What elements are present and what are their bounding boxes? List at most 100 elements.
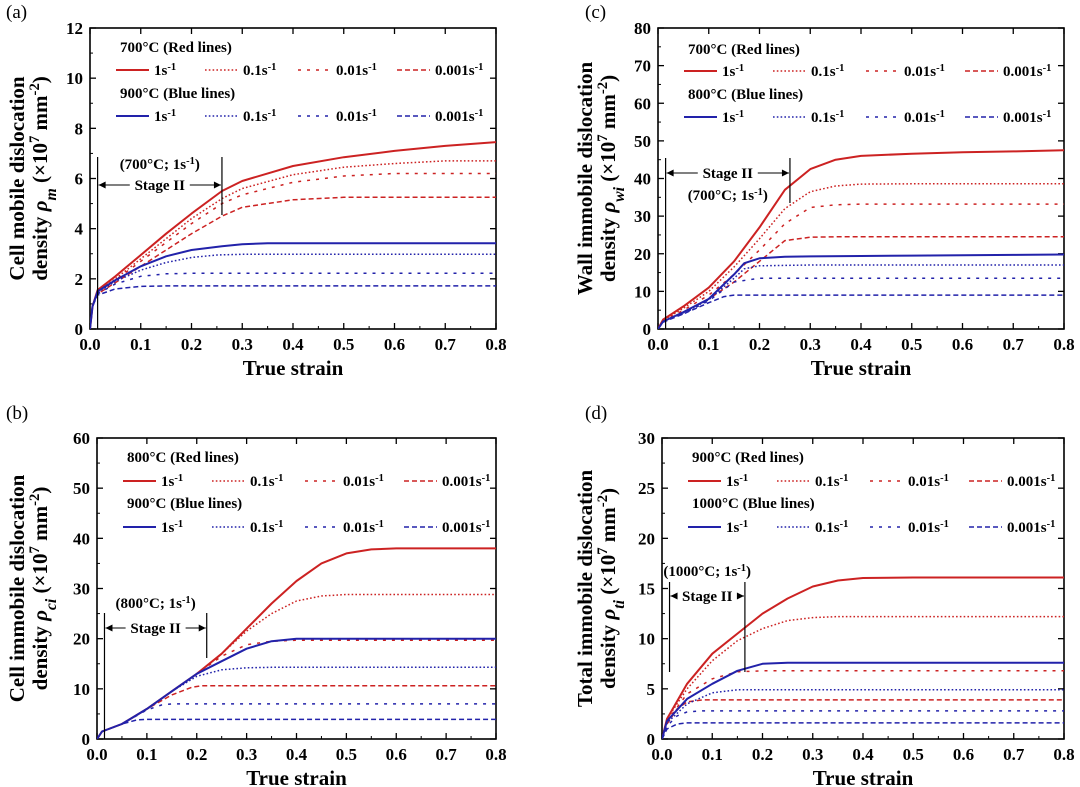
- series-line-blue-dash-sparse: [90, 272, 496, 329]
- legend-title-red: 900°C (Red lines): [692, 450, 804, 466]
- x-tick-label: 0.7: [1003, 335, 1025, 354]
- x-tick-label: 0.4: [852, 745, 874, 764]
- panel-label: (d): [585, 403, 607, 424]
- arrowhead-left: [98, 181, 106, 189]
- x-tick-label: 0.5: [333, 335, 354, 354]
- legend-rate-label: 0.001s-1: [435, 62, 483, 80]
- stage-annotation: Stage II (700°C; 1s-1): [97, 156, 223, 329]
- x-tick-label: 0.0: [79, 335, 100, 354]
- x-tick-label: 0.1: [136, 745, 157, 764]
- stage-condition: (1000°C; 1s-1): [663, 563, 751, 581]
- stage-label: Stage II: [135, 178, 186, 194]
- y-tick-label: 10: [634, 282, 651, 301]
- chart-panel-c: (c) 0.0 0.1 0.2 0.3 0.4 0.5 0.6 0.7 0.8 0 10 20 30 40 5…: [573, 2, 1075, 380]
- stage-label: Stage II: [703, 166, 754, 182]
- y-axis-label-line2: density ρwi (×107 mm-2): [595, 75, 628, 282]
- series-line-red-dot: [658, 183, 1064, 329]
- series-line-blue-dot: [97, 666, 496, 739]
- x-tick-label: 0.4: [286, 745, 308, 764]
- y-tick-label: 30: [73, 580, 90, 599]
- y-tick-label: 10: [73, 680, 90, 699]
- arrowhead-left: [666, 169, 674, 177]
- chart-panel-b: (b) 0.0 0.1 0.2 0.3 0.4 0.5 0.6 0.7 0.8 0 10 20 30 40 5…: [5, 403, 507, 787]
- y-tick-label: 40: [634, 170, 651, 189]
- x-tick-label: 0.3: [232, 335, 253, 354]
- x-tick-label: 0.6: [386, 745, 407, 764]
- x-tick-label: 0.3: [802, 745, 823, 764]
- series-line-blue-dash-sparse: [658, 277, 1064, 329]
- series-line-red-solid: [658, 149, 1064, 329]
- x-tick-label: 0.8: [485, 335, 506, 354]
- y-tick-label: 15: [638, 580, 655, 599]
- x-tick-label: 0.7: [436, 745, 458, 764]
- legend-rate-label: 1s-1: [154, 108, 176, 126]
- legend-rate-label: 0.01s-1: [904, 109, 945, 127]
- legend-rate-label: 0.1s-1: [811, 109, 844, 127]
- y-tick-label: 50: [634, 132, 651, 151]
- y-axis-label-line2: density ρm (×107 mm-2): [27, 76, 60, 281]
- series-group: [658, 149, 1064, 329]
- arrowhead-left: [670, 592, 678, 600]
- series-line-red-dash-sparse: [662, 670, 1064, 739]
- y-axis-label-line1: Cell mobile dislocation: [5, 76, 29, 280]
- legend-rate-label: 0.001s-1: [1007, 473, 1055, 491]
- plot-frame: [96, 437, 497, 740]
- legend-rate-label: 0.01s-1: [343, 519, 384, 537]
- legend-rate-label: 0.1s-1: [815, 519, 848, 537]
- stage-annotation: Stage II (1000°C; 1s-1): [663, 563, 751, 672]
- y-axis-label-line1: Total immobile dislocation: [573, 470, 597, 708]
- series-line-blue-dash: [97, 718, 496, 739]
- series-line-red-dash-sparse: [97, 639, 496, 739]
- legend: 800°C (Red lines) 900°C (Blue lines) 1s-1 0…: [123, 450, 490, 536]
- panel-label: (c): [585, 2, 606, 23]
- series-line-blue-dot: [90, 253, 496, 329]
- stage-label: Stage II: [130, 621, 181, 637]
- legend-rate-label: 0.01s-1: [908, 519, 949, 537]
- stage-annotation: Stage II (700°C; 1s-1): [665, 158, 791, 329]
- y-tick-label: 20: [638, 529, 655, 548]
- y-axis-label: Cell mobile dislocation density ρm (×107 …: [5, 76, 60, 281]
- stage-condition: (700°C; 1s-1): [688, 187, 768, 205]
- y-axis-label-line1: Wall immobile dislocation: [573, 62, 597, 296]
- x-tick-label: 0.3: [236, 745, 257, 764]
- legend-rate-label: 0.1s-1: [815, 473, 848, 491]
- x-tick-label: 0.0: [86, 745, 107, 764]
- y-axis-label-line1: Cell immobile dislocation: [5, 474, 29, 702]
- legend-rate-label: 0.01s-1: [904, 63, 945, 81]
- legend-title-blue: 800°C (Blue lines): [688, 87, 803, 103]
- legend-rate-label: 0.001s-1: [1003, 63, 1051, 81]
- x-tick-label: 0.1: [702, 745, 723, 764]
- y-tick-label: 12: [66, 19, 83, 38]
- arrowhead-right: [781, 169, 789, 177]
- x-tick-label: 0.3: [800, 335, 821, 354]
- legend-rate-label: 1s-1: [726, 519, 748, 537]
- legend-rate-label: 0.01s-1: [336, 108, 377, 126]
- y-tick-label: 10: [66, 69, 83, 88]
- chart-panel-d: (d) 0.0 0.1 0.2 0.3 0.4 0.5 0.6 0.7 0.8 0 5 10 15 20 25…: [573, 403, 1075, 787]
- y-tick-label: 0: [82, 730, 91, 749]
- x-tick-label: 0.8: [1053, 745, 1074, 764]
- panel-label: (b): [6, 403, 28, 424]
- legend-rate-label: 1s-1: [154, 62, 176, 80]
- y-tick-label: 20: [73, 630, 90, 649]
- y-tick-label: 0: [75, 320, 84, 339]
- legend-rate-label: 0.01s-1: [343, 473, 384, 491]
- legend-rate-label: 0.1s-1: [250, 519, 283, 537]
- x-tick-label: 0.1: [130, 335, 151, 354]
- x-tick-label: 0.2: [181, 335, 202, 354]
- stage-annotation: Stage II (800°C; 1s-1): [103, 595, 208, 739]
- legend-rate-label: 0.1s-1: [811, 63, 844, 81]
- series-line-blue-dash-sparse: [97, 703, 496, 739]
- legend-rate-label: 0.1s-1: [250, 473, 283, 491]
- x-tick-label: 0.6: [384, 335, 405, 354]
- x-axis-label: True strain: [246, 766, 347, 787]
- y-tick-label: 2: [75, 270, 84, 289]
- series-line-blue-dash: [658, 294, 1064, 329]
- y-tick-label: 6: [75, 170, 84, 189]
- legend: 900°C (Red lines) 1000°C (Blue lines) 1s-1…: [688, 450, 1055, 536]
- y-axis-label: Cell immobile dislocation density ρci (×1…: [5, 474, 60, 702]
- y-axis-label-line2: density ρti (×107 mm-2): [595, 488, 628, 689]
- x-tick-label: 0.8: [1053, 335, 1074, 354]
- legend-rate-label: 1s-1: [161, 473, 183, 491]
